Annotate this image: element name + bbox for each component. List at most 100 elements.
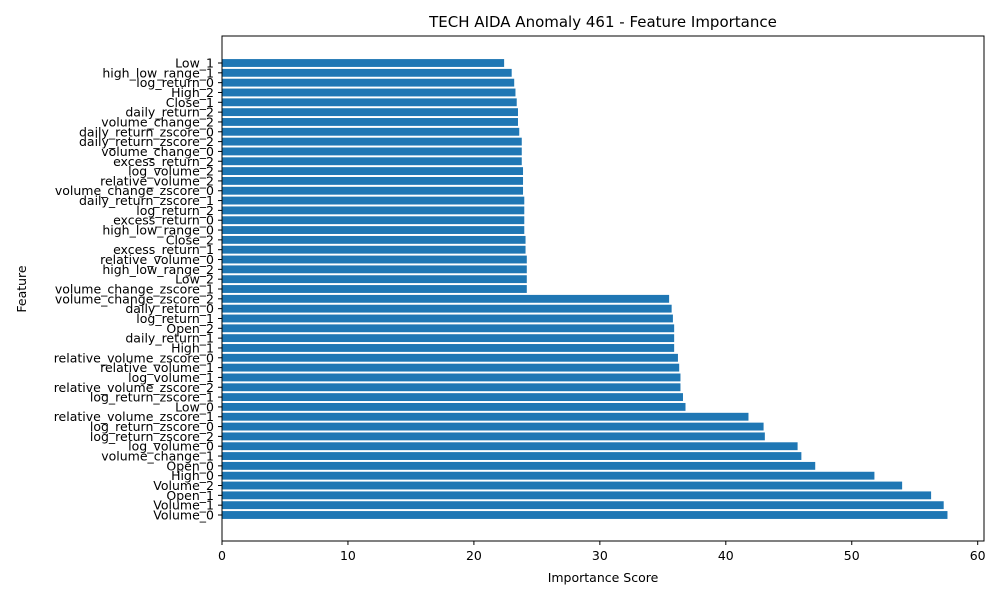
bar-volume_change_zscore_0: [222, 186, 524, 195]
y-tick-label: volume_change_zscore_0: [55, 183, 214, 198]
bar-relative_volume_0: [222, 255, 527, 264]
y-tick-label: Low_2: [175, 272, 214, 287]
bar-High_0: [222, 471, 875, 480]
y-tick-label: high_low_range_0: [102, 223, 214, 238]
x-tick-label: 40: [718, 548, 734, 563]
x-tick-label: 0: [218, 548, 226, 563]
y-tick-label: log_volume_0: [128, 439, 214, 454]
bar-Open_1: [222, 491, 932, 500]
bar-relative_volume_zscore_0: [222, 353, 678, 362]
y-tick-label: log_return_zscore_0: [90, 419, 214, 434]
x-tick-label: 60: [970, 548, 986, 563]
y-tick-label: relative_volume_zscore_0: [54, 350, 214, 365]
x-tick-label: 20: [466, 548, 482, 563]
bar-daily_return_0: [222, 304, 672, 313]
y-tick-label: High_2: [171, 85, 214, 100]
y-tick-label: daily_return_2: [125, 105, 214, 120]
y-tick-label: High_1: [171, 340, 214, 355]
bar-relative_volume_2: [222, 176, 524, 185]
y-tick-label: relative_volume_zscore_2: [54, 380, 214, 395]
x-tick-label: 30: [592, 548, 608, 563]
y-tick-label: Volume_1: [153, 498, 214, 513]
bar-log_return_zscore_2: [222, 432, 765, 441]
bar-excess_return_0: [222, 216, 525, 225]
y-tick-label: Close_2: [166, 232, 214, 247]
y-tick-label: volume_change_zscore_1: [55, 282, 214, 297]
bar-relative_volume_zscore_2: [222, 383, 681, 392]
bar-log_return_zscore_1: [222, 393, 683, 402]
bar-Low_1: [222, 59, 505, 67]
y-tick-label: excess_return_1: [113, 242, 214, 257]
y-tick-label: daily_return_1: [125, 331, 214, 346]
bar-high_low_range_1: [222, 68, 512, 77]
bar-excess_return_1: [222, 245, 526, 254]
bar-High_1: [222, 344, 675, 352]
y-tick-label: daily_return_zscore_0: [79, 124, 214, 139]
y-tick-label: log_return_1: [136, 311, 214, 326]
bar-log_volume_1: [222, 373, 681, 382]
bar-Close_2: [222, 235, 526, 244]
bar-log_volume_2: [222, 167, 524, 176]
bar-log_return_zscore_0: [222, 422, 764, 431]
y-tick-label: relative_volume_1: [100, 360, 214, 375]
y-tick-label: relative_volume_zscore_1: [54, 409, 214, 424]
bar-daily_return_zscore_1: [222, 196, 525, 205]
x-axis-ticks: 0 10 20 30 40 50 60: [218, 541, 986, 563]
y-tick-label: high_low_range_2: [102, 262, 214, 277]
bar-Open_2: [222, 324, 675, 333]
y-tick-label: volume_change_2: [101, 114, 214, 129]
bar-log_return_2: [222, 206, 525, 215]
bar-Close_1: [222, 98, 517, 107]
y-tick-label: daily_return_zscore_1: [79, 193, 214, 208]
bar-relative_volume_zscore_1: [222, 412, 749, 421]
y-axis-label: Feature: [14, 265, 29, 313]
bar-daily_return_zscore_0: [222, 127, 520, 136]
y-tick-label: relative_volume_2: [100, 173, 214, 188]
plot-frame: [221, 35, 985, 542]
y-tick-label: relative_volume_0: [100, 252, 214, 267]
bar-volume_change_0: [222, 147, 522, 156]
bar-volume_change_1: [222, 452, 802, 460]
y-tick-label: Close_1: [166, 95, 214, 110]
y-tick-label: log_volume_2: [128, 164, 214, 179]
y-tick-label: daily_return_0: [125, 301, 214, 316]
bar-volume_change_zscore_2: [222, 294, 670, 303]
bar-Low_0: [222, 402, 686, 411]
y-tick-label: high_low_range_1: [102, 65, 214, 80]
bar-Volume_1: [222, 501, 944, 510]
y-tick-label: log_return_zscore_1: [90, 390, 214, 405]
y-axis-ticks: Volume_0Volume_1Open_1Volume_2High_0Open…: [54, 56, 222, 523]
bar-daily_return_2: [222, 108, 518, 117]
y-tick-label: volume_change_0: [101, 144, 214, 159]
y-tick-label: Open_0: [166, 458, 214, 473]
y-tick-label: volume_change_1: [101, 449, 214, 464]
y-tick-label: daily_return_zscore_2: [79, 134, 214, 149]
y-tick-label: log_return_0: [136, 75, 214, 90]
y-tick-label: volume_change_zscore_2: [55, 291, 214, 306]
y-tick-label: Low_0: [175, 399, 214, 414]
y-tick-label: Low_1: [175, 56, 214, 71]
bar-Open_0: [222, 461, 816, 470]
x-tick-label: 50: [844, 548, 860, 563]
bar-Volume_2: [222, 481, 903, 490]
y-tick-label: Volume_0: [153, 508, 214, 523]
bar-log_return_1: [222, 314, 673, 323]
y-tick-label: High_0: [171, 468, 214, 483]
y-tick-label: Volume_2: [153, 478, 214, 493]
x-axis-label: Importance Score: [548, 570, 659, 585]
bar-high_low_range_2: [222, 265, 527, 274]
bars-layer: [222, 59, 948, 519]
bar-High_2: [222, 88, 516, 97]
bar-daily_return_zscore_2: [222, 137, 522, 146]
bar-daily_return_1: [222, 334, 675, 343]
bar-Volume_0: [222, 511, 948, 519]
x-tick-label: 10: [340, 548, 356, 563]
bar-volume_change_2: [222, 118, 518, 126]
bar-log_return_0: [222, 78, 515, 87]
y-tick-label: excess_return_2: [113, 154, 214, 169]
y-tick-label: log_return_zscore_2: [90, 429, 214, 444]
bar-high_low_range_0: [222, 226, 525, 234]
y-tick-label: Open_1: [166, 488, 214, 503]
